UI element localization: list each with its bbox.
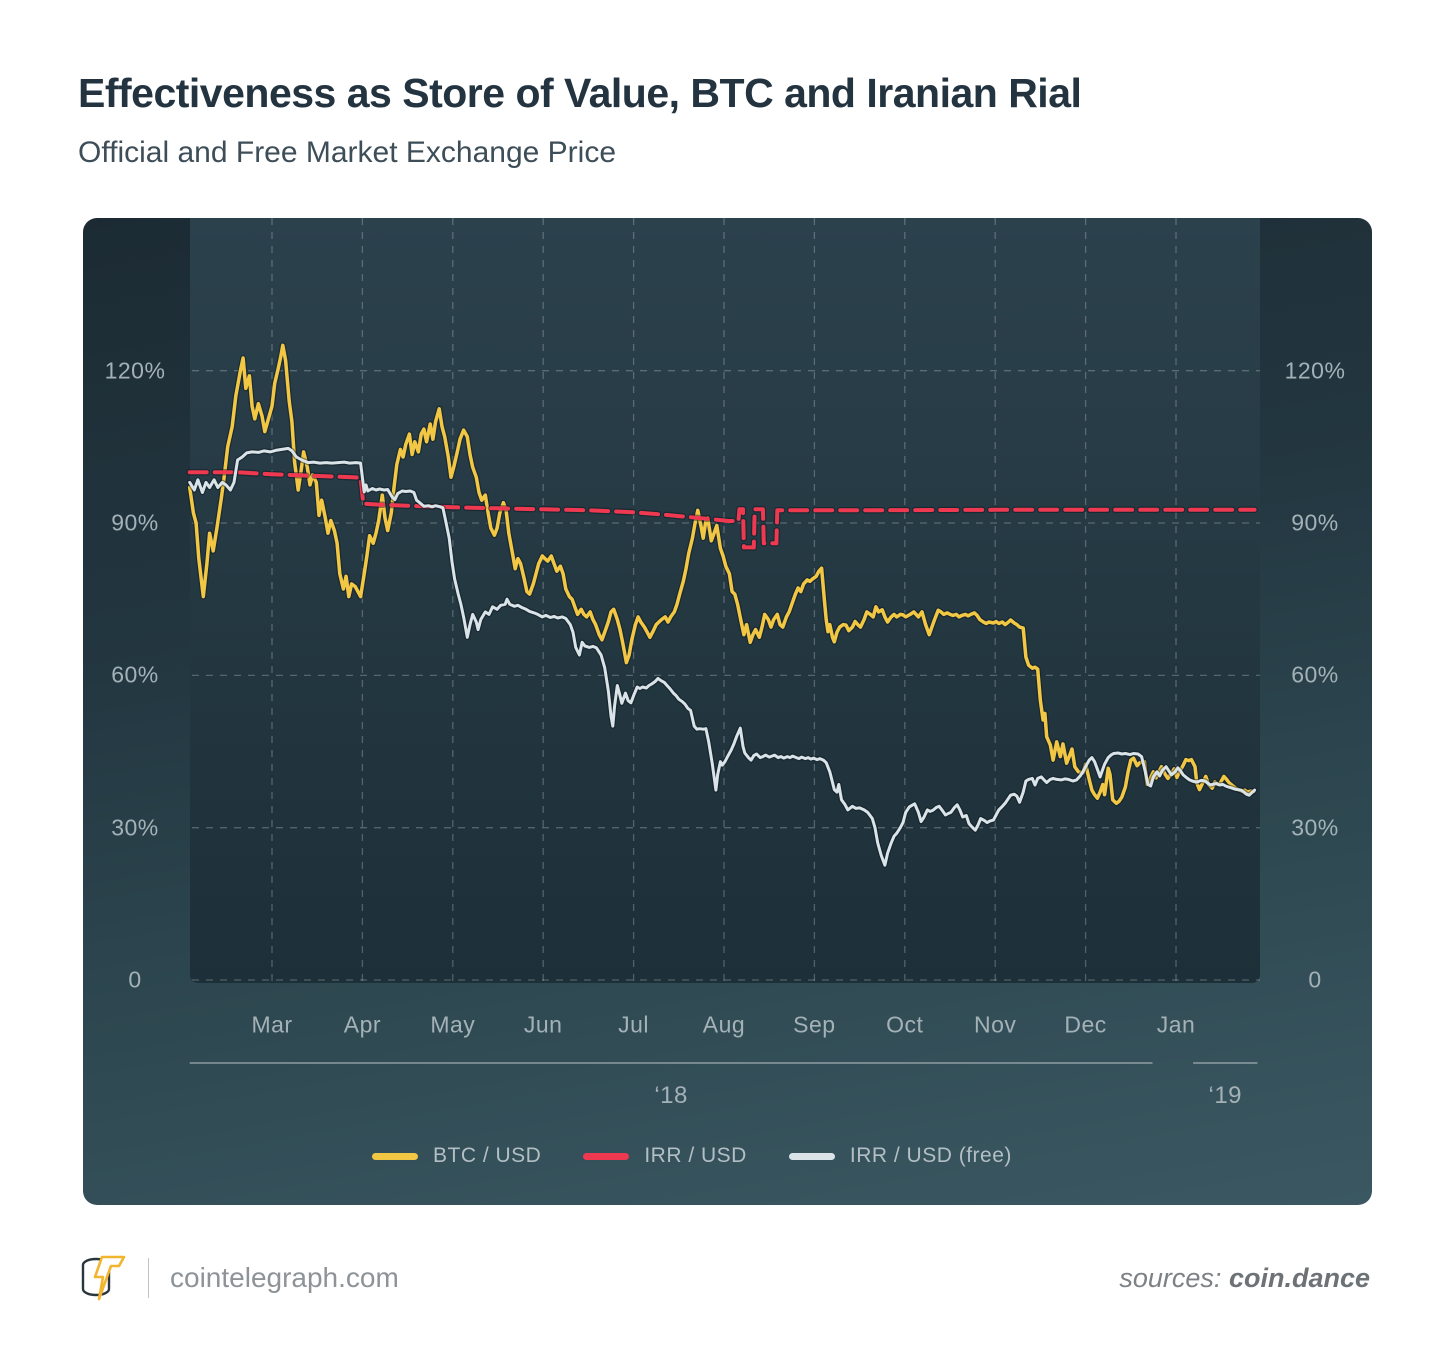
y-tick-left: 120% [104,357,166,384]
x-tick-month: Jun [523,1011,563,1038]
legend-swatch [788,1152,835,1160]
y-tick-right: 90% [1291,509,1339,536]
y-tick-right: 120% [1284,357,1346,384]
x-tick-month: Oct [886,1011,924,1038]
x-tick-month: Jul [618,1011,650,1038]
x-tick-month: May [430,1011,476,1038]
legend-label: BTC / USD [433,1144,542,1167]
footer-site-url: cointelegraph.com [170,1262,399,1293]
footer-divider [148,1258,149,1298]
y-tick-right: 30% [1291,814,1339,841]
lightning-bolt-icon [93,1255,126,1301]
y-tick-left: 90% [111,509,159,536]
chart-panel [83,218,1372,1205]
x-tick-month: Jan [1156,1011,1196,1038]
legend-swatch [583,1152,630,1160]
x-tick-month: Aug [702,1011,746,1038]
x-tick-month: Dec [1064,1011,1107,1038]
x-tick-month: Apr [343,1011,382,1038]
legend-item: IRR / USD (free) [788,1144,1012,1168]
sources-value: coin.dance [1228,1263,1370,1293]
y-tick-right: 0 [1308,966,1322,993]
x-tick-month: Nov [973,1011,1017,1038]
year-label: ‘19 [1208,1082,1243,1109]
y-tick-left: 60% [111,661,159,688]
page-title: Effectiveness as Store of Value, BTC and… [78,70,1082,116]
year-label: ‘18 [654,1082,688,1109]
y-tick-left: 30% [111,814,159,841]
x-tick-month: Mar [251,1011,293,1038]
legend-label: IRR / USD [644,1144,747,1167]
footer-sources: sources: coin.dance [1119,1263,1370,1294]
legend-swatch [372,1152,418,1160]
y-tick-left: 0 [128,966,142,993]
y-tick-right: 60% [1291,661,1339,688]
x-tick-month: Sep [793,1011,836,1038]
sources-label: sources: [1119,1263,1222,1293]
legend-label: IRR / USD (free) [849,1144,1012,1167]
legend-item: IRR / USD [583,1144,747,1168]
chart-legend: BTC / USD IRR / USD IRR / USD (free) [372,1144,1012,1168]
page-subtitle: Official and Free Market Exchange Price [78,136,617,169]
legend-item: BTC / USD [372,1144,541,1168]
cointelegraph-logo-icon [81,1255,126,1301]
